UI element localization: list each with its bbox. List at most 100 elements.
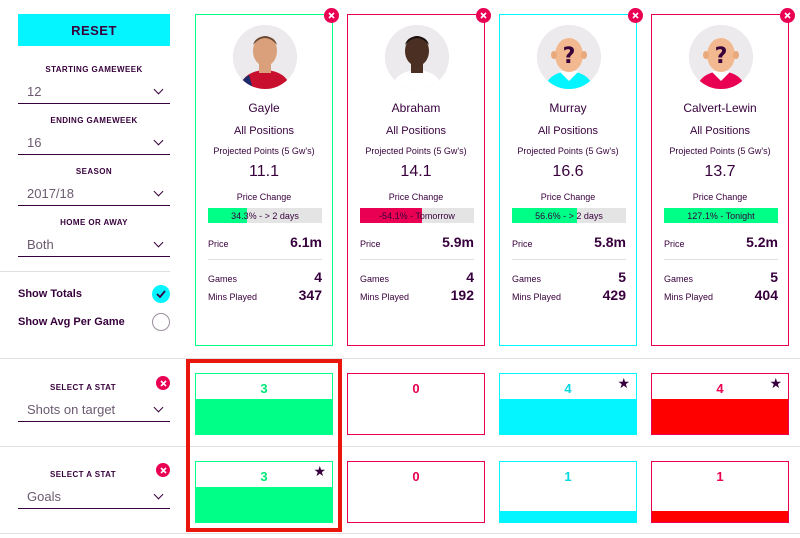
- price-change-text: 127.1% - Tonight: [687, 210, 755, 221]
- player-avatar: [233, 25, 297, 89]
- price-value: 5.2m: [746, 234, 778, 250]
- stat-value-box: 1: [651, 461, 789, 523]
- games-value: 4: [314, 269, 322, 285]
- player-card: Abraham All Positions Projected Points (5 …: [347, 8, 491, 346]
- remove-stat-close-icon[interactable]: [156, 376, 170, 390]
- season-label: SEASON: [75, 167, 113, 176]
- projected-points-label: Projected Points (5 Gw's): [517, 146, 619, 156]
- mins-row: Mins Played 192: [360, 287, 474, 303]
- player-card: ? Calvert-Lewin All Positions Projected Poi…: [651, 8, 795, 346]
- price-change-fill: [664, 208, 778, 223]
- stat-value: 4: [716, 381, 724, 396]
- chevron-down-icon: [153, 186, 164, 197]
- remove-player-close-icon[interactable]: [780, 8, 795, 23]
- card-divider: [360, 259, 474, 260]
- stat-value: 1: [564, 469, 572, 484]
- mins-label: Mins Played: [208, 292, 258, 302]
- stat-value-box: 3: [195, 373, 333, 435]
- mins-row: Mins Played 404: [664, 287, 778, 303]
- price-change-text: 34.3% - > 2 days: [231, 210, 299, 221]
- stat-value: 0: [412, 469, 420, 484]
- section-divider: [0, 533, 800, 534]
- games-label: Games: [512, 274, 542, 284]
- stat-fill-bar: [196, 399, 332, 434]
- stat-value-box: 4 ★: [651, 373, 789, 435]
- chevron-down-icon: [153, 402, 164, 413]
- mins-value: 429: [602, 287, 626, 303]
- stat-value: 3: [260, 469, 268, 484]
- stat-value: 3: [260, 381, 268, 396]
- price-change-bar: 34.3% - > 2 days: [208, 208, 322, 223]
- radio-empty-icon[interactable]: [152, 313, 170, 331]
- check-icon[interactable]: [152, 285, 170, 303]
- svg-text:?: ?: [715, 44, 728, 69]
- remove-player-close-icon[interactable]: [324, 8, 339, 23]
- stat-value-box: 3 ★: [195, 461, 333, 523]
- price-label: Price: [664, 239, 685, 249]
- player-name[interactable]: Murray: [549, 101, 587, 115]
- stat-value: 4: [564, 381, 572, 396]
- games-value: 4: [466, 269, 474, 285]
- price-change-fill: [360, 208, 422, 223]
- ending-gameweek-select[interactable]: 16: [18, 131, 170, 155]
- price-row: Price 5.2m: [664, 234, 778, 250]
- price-change-label: Price Change: [540, 192, 596, 202]
- starting-gameweek-select[interactable]: 12: [18, 80, 170, 104]
- reset-button[interactable]: RESET: [18, 14, 170, 46]
- section-divider: [0, 446, 800, 447]
- show-avg-toggle[interactable]: Show Avg Per Game: [18, 312, 170, 332]
- stat-value-box: 1: [499, 461, 637, 523]
- stat-select-value: Shots on target: [27, 402, 116, 417]
- remove-player-close-icon[interactable]: [628, 8, 643, 23]
- price-row: Price 5.8m: [512, 234, 626, 250]
- stat-select-shots[interactable]: Shots on target: [18, 398, 170, 422]
- player-position: All Positions: [538, 125, 598, 137]
- stat-value: 1: [716, 469, 724, 484]
- player-name[interactable]: Abraham: [391, 101, 441, 115]
- games-row: Games 5: [512, 269, 626, 285]
- star-icon: ★: [769, 375, 782, 391]
- price-change-text: -54.1% - Tomorrow: [379, 210, 455, 221]
- stat-value: 0: [412, 381, 420, 396]
- player-position: All Positions: [386, 125, 446, 137]
- section-divider: [0, 358, 800, 359]
- card-divider: [664, 259, 778, 260]
- player-card: ? Murray All Positions Projected Points (5 …: [499, 8, 643, 346]
- mins-label: Mins Played: [664, 292, 714, 302]
- player-name[interactable]: Calvert-Lewin: [683, 101, 757, 115]
- stat-select-value: Goals: [27, 489, 61, 504]
- stat-select-goals[interactable]: Goals: [18, 485, 170, 509]
- season-select[interactable]: 2017/18: [18, 182, 170, 206]
- price-change-label: Price Change: [236, 192, 292, 202]
- projected-points-value: 16.6: [552, 163, 584, 180]
- projected-points-value: 13.7: [704, 163, 736, 180]
- stat-value-box: 4 ★: [499, 373, 637, 435]
- home-away-select[interactable]: Both: [18, 233, 170, 257]
- stat-fill-bar: [500, 510, 636, 522]
- projected-points-label: Projected Points (5 Gw's): [365, 146, 467, 156]
- games-label: Games: [208, 274, 238, 284]
- remove-player-close-icon[interactable]: [476, 8, 491, 23]
- sidebar-divider: [0, 271, 170, 272]
- card-divider: [208, 259, 322, 260]
- star-icon: ★: [313, 463, 326, 479]
- games-value: 5: [618, 269, 626, 285]
- price-change-bar: 127.1% - Tonight: [664, 208, 778, 223]
- price-label: Price: [208, 239, 229, 249]
- price-change-bar: -54.1% - Tomorrow: [360, 208, 474, 223]
- projected-points-value: 11.1: [249, 163, 279, 180]
- player-position: All Positions: [690, 125, 750, 137]
- games-row: Games 5: [664, 269, 778, 285]
- player-name[interactable]: Gayle: [248, 101, 280, 115]
- chevron-down-icon: [153, 237, 164, 248]
- price-row: Price 5.9m: [360, 234, 474, 250]
- show-totals-toggle[interactable]: Show Totals: [18, 284, 170, 304]
- mins-row: Mins Played 429: [512, 287, 626, 303]
- remove-stat-close-icon[interactable]: [156, 463, 170, 477]
- card-divider: [512, 259, 626, 260]
- player-avatar: [385, 25, 449, 89]
- chevron-down-icon: [153, 84, 164, 95]
- stat-fill-bar: [196, 487, 332, 522]
- stat-fill-bar: [652, 399, 788, 434]
- highlight-box: [186, 359, 342, 532]
